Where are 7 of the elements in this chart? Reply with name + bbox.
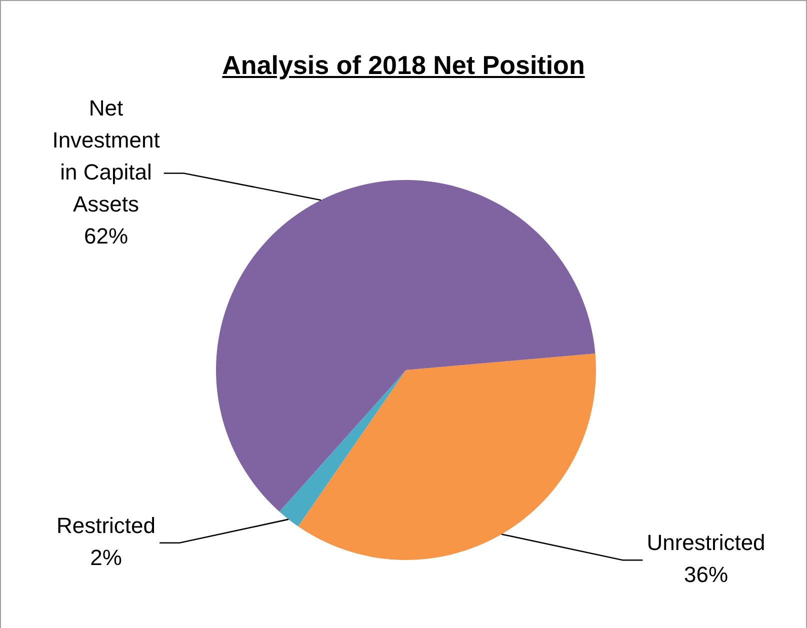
slice-label: Net Investment in Capital Assets	[52, 95, 160, 216]
slice-label: Unrestricted	[646, 530, 766, 556]
slice-label: Restricted	[56, 512, 156, 538]
data-label: 2%	[90, 544, 122, 570]
data-label: 62%	[84, 223, 128, 248]
chart-title: Analysis of 2018 Net Position	[221, 50, 586, 81]
data-label: 36%	[684, 562, 728, 588]
